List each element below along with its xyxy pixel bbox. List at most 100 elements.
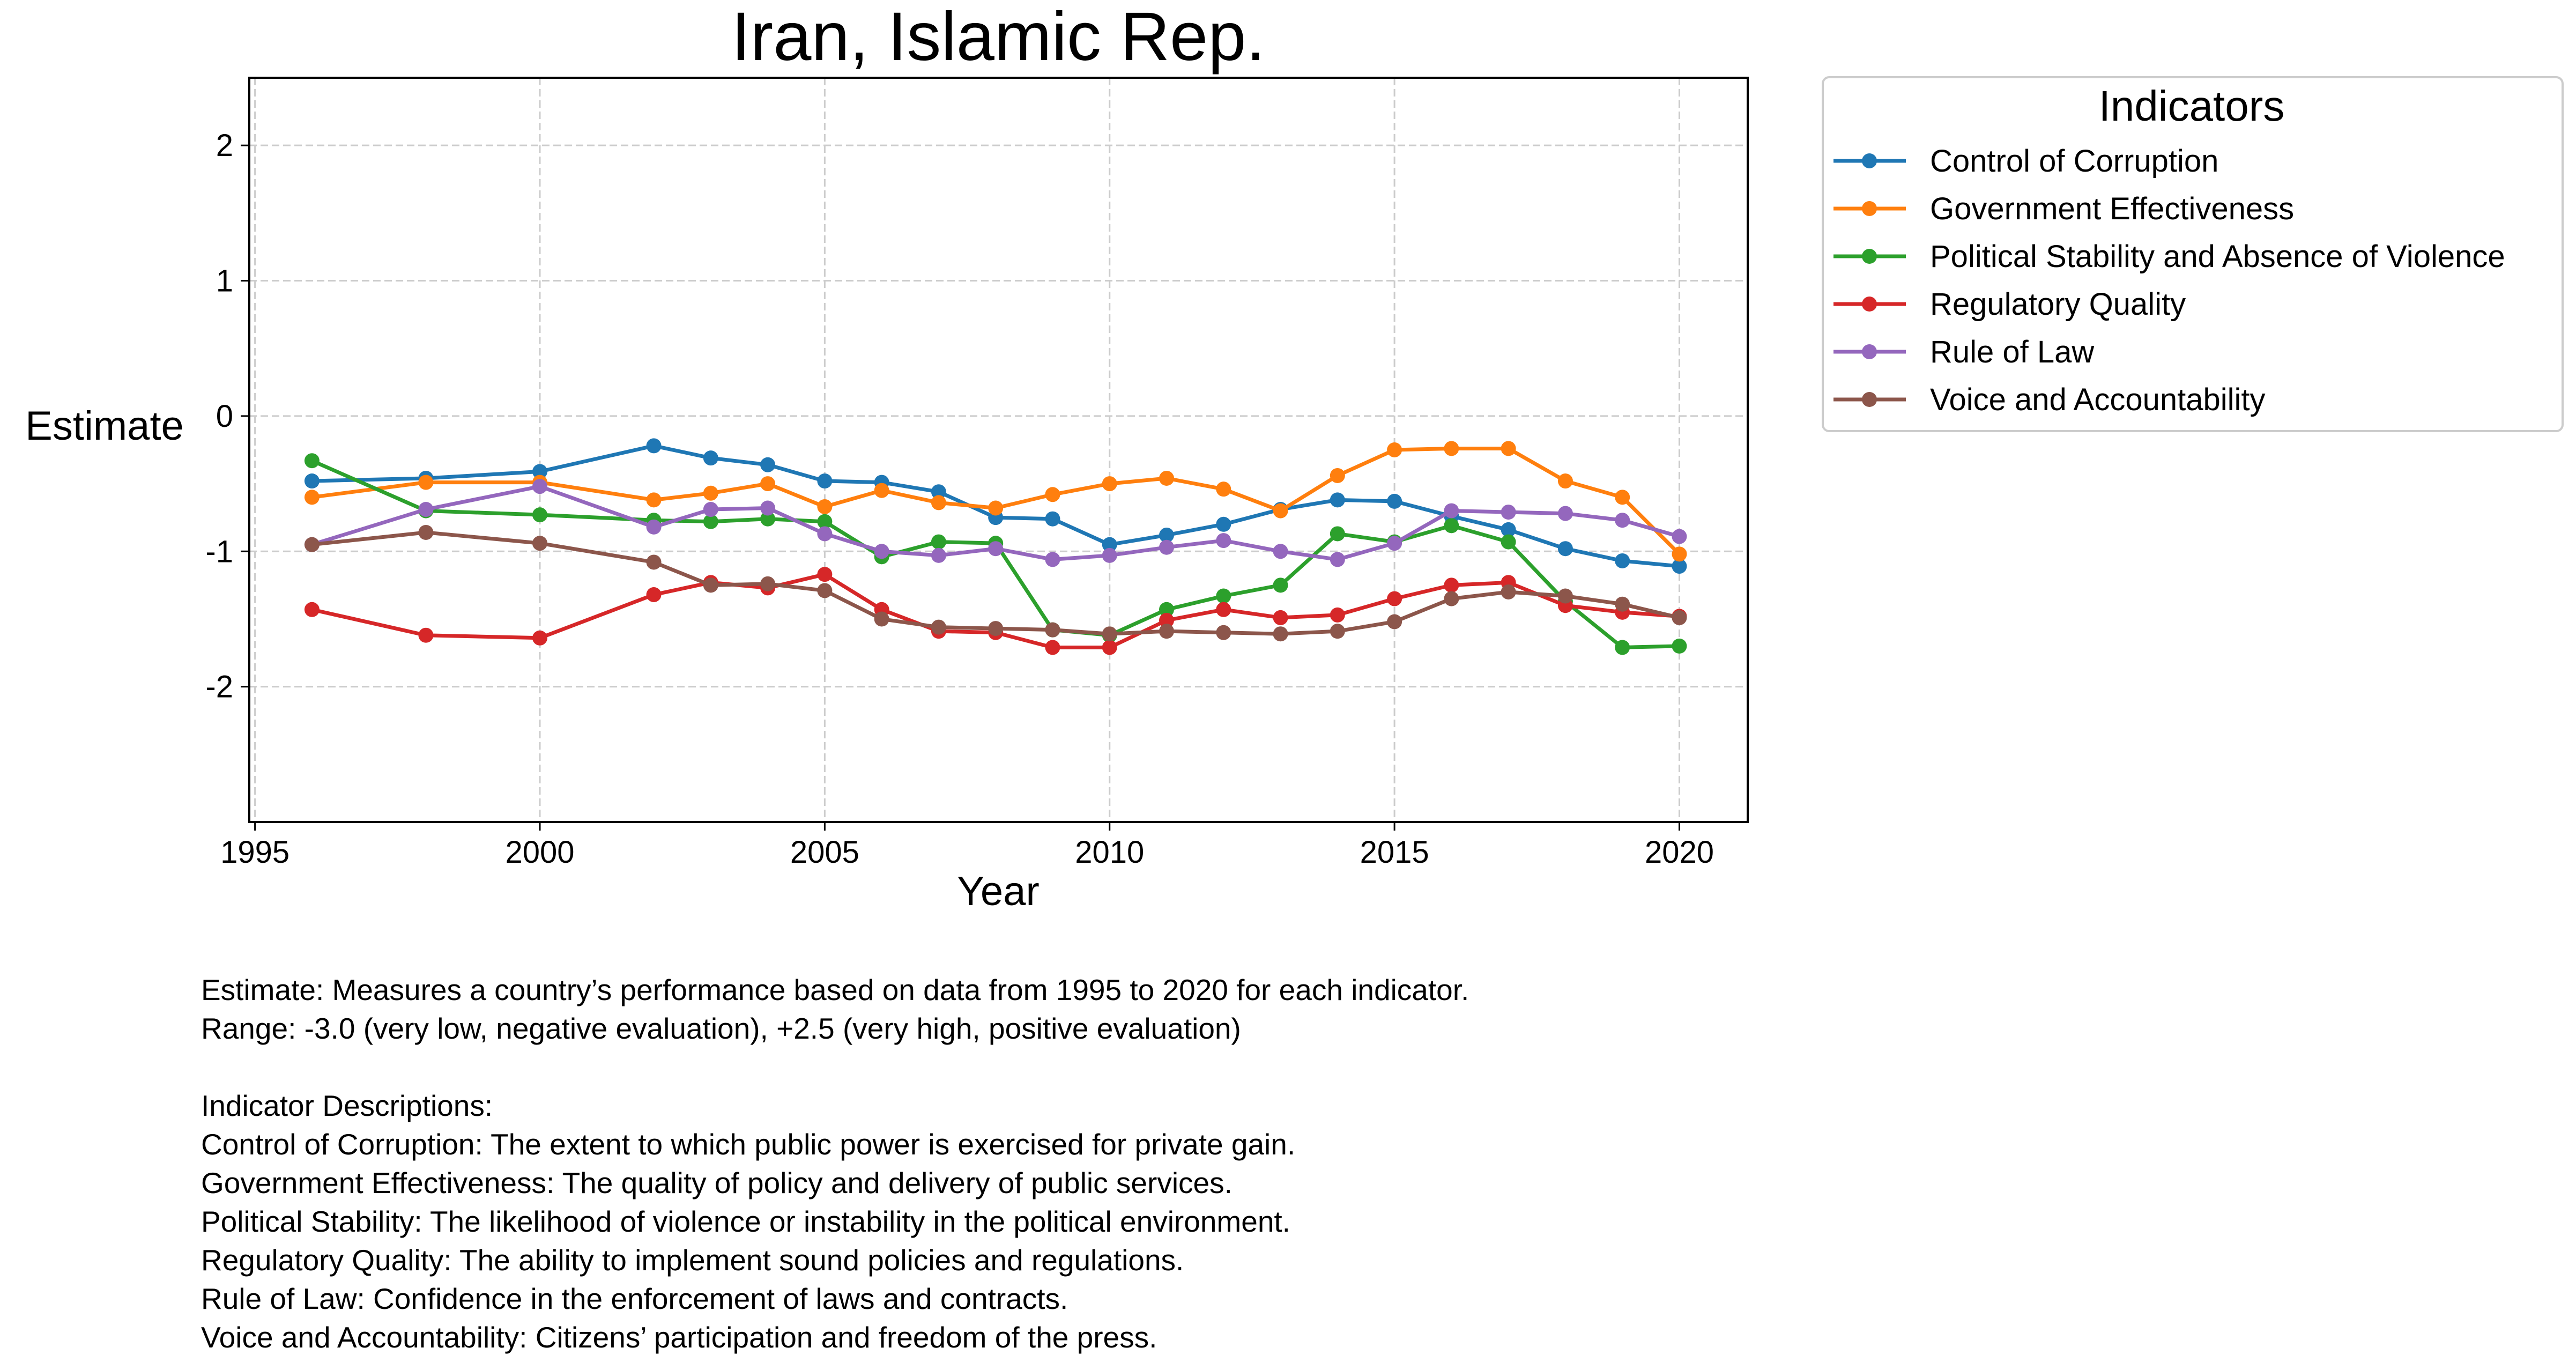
data-point	[646, 492, 662, 508]
data-point	[1444, 518, 1459, 534]
series-line-5	[310, 530, 1681, 636]
chart-title: Iran, Islamic Rep.	[731, 0, 1265, 75]
data-point	[1216, 516, 1231, 532]
data-point	[1615, 513, 1630, 528]
data-point	[646, 554, 662, 570]
data-point	[1330, 526, 1345, 542]
x-tick-label: 2005	[790, 835, 859, 870]
data-point	[1672, 638, 1687, 654]
plot-frame	[248, 77, 1749, 823]
y-tick-label: 2	[216, 128, 233, 163]
data-point	[1501, 522, 1516, 537]
data-point	[1273, 610, 1288, 625]
data-point	[703, 502, 718, 517]
legend-label: Regulatory Quality	[1930, 287, 2186, 322]
data-point	[1273, 577, 1288, 593]
data-point	[1615, 553, 1630, 568]
legend-swatch-marker	[1862, 344, 1877, 359]
description-control-of-corruption: Control of Corruption: The extent to whi…	[201, 1128, 1296, 1161]
data-point	[1102, 547, 1117, 563]
description-political-stability: Political Stability: The likelihood of v…	[201, 1205, 1290, 1238]
data-point	[817, 499, 833, 514]
data-point	[817, 567, 833, 582]
data-point	[874, 544, 889, 559]
data-point	[874, 611, 889, 627]
data-point	[418, 502, 434, 517]
y-tick-label: 1	[216, 264, 233, 299]
data-point	[532, 507, 547, 523]
data-point	[304, 453, 320, 469]
data-point	[1387, 493, 1402, 509]
legend-label: Government Effectiveness	[1930, 191, 2294, 226]
data-point	[1159, 470, 1175, 486]
data-point	[646, 587, 662, 603]
series-layer	[304, 438, 1687, 655]
y-axis-label: Estimate	[25, 403, 184, 449]
data-point	[1273, 544, 1288, 559]
data-point	[532, 464, 547, 479]
data-point	[703, 450, 718, 466]
data-point	[817, 514, 833, 529]
data-point	[1615, 596, 1630, 612]
data-point	[304, 473, 320, 489]
data-point	[532, 536, 547, 551]
data-point	[1159, 602, 1175, 617]
legend-swatch-marker	[1862, 392, 1877, 407]
legend-label: Voice and Accountability	[1930, 382, 2266, 417]
data-point	[874, 483, 889, 498]
legend: Indicators Control of Corruption Governme…	[1822, 76, 2564, 432]
data-point	[646, 438, 662, 454]
data-point	[1387, 614, 1402, 630]
description-government-effectiveness: Government Effectiveness: The quality of…	[201, 1166, 1233, 1199]
data-point	[1615, 640, 1630, 655]
data-point	[1045, 622, 1060, 638]
series-line-1	[310, 446, 1681, 556]
description-regulatory-quality: Regulatory Quality: The ability to imple…	[201, 1243, 1184, 1277]
data-point	[988, 541, 1004, 557]
data-point	[1216, 588, 1231, 604]
data-point	[1557, 588, 1573, 604]
data-point	[418, 627, 434, 643]
x-tick-label: 2015	[1360, 835, 1429, 870]
data-point	[703, 514, 718, 529]
data-point	[1159, 612, 1175, 628]
data-point	[931, 495, 946, 510]
legend-frame	[1822, 76, 2564, 432]
data-point	[304, 490, 320, 505]
data-point	[1159, 539, 1175, 555]
data-point	[1216, 602, 1231, 617]
series-line-3	[310, 572, 1681, 649]
legend-label: Political Stability and Absence of Viole…	[1930, 239, 2505, 274]
data-point	[1273, 503, 1288, 519]
range-note: Range: -3.0 (very low, negative evaluati…	[201, 1012, 1241, 1045]
data-point	[1672, 529, 1687, 544]
description-rule-of-law: Rule of Law: Confidence in the enforceme…	[201, 1282, 1068, 1315]
legend-swatch-marker	[1862, 297, 1877, 312]
data-point	[418, 475, 434, 490]
legend-label: Control of Corruption	[1930, 144, 2218, 179]
data-point	[1557, 541, 1573, 557]
data-point	[1444, 503, 1459, 519]
data-point	[1501, 534, 1516, 550]
data-point	[1444, 577, 1459, 593]
descriptions-heading: Indicator Descriptions:	[201, 1089, 493, 1122]
data-point	[1672, 559, 1687, 574]
data-point	[1387, 591, 1402, 606]
data-point	[817, 526, 833, 542]
x-tick-label: 2020	[1645, 835, 1714, 870]
data-point	[703, 485, 718, 501]
data-point	[1045, 552, 1060, 567]
data-point	[1159, 624, 1175, 639]
legend-label: Rule of Law	[1930, 335, 2095, 369]
data-point	[1216, 625, 1231, 640]
data-point	[1387, 442, 1402, 457]
data-point	[1615, 490, 1630, 505]
data-point	[1330, 624, 1345, 639]
data-point	[1557, 506, 1573, 521]
estimate-note: Estimate: Measures a country’s performan…	[201, 973, 1469, 1006]
ticks: 1995 2000 2005 2010 2015 2020 -2 -1 0 1 2	[205, 128, 1714, 870]
data-point	[760, 511, 776, 527]
data-point	[646, 519, 662, 535]
series-line-0	[310, 443, 1681, 568]
legend-swatch-marker	[1862, 249, 1877, 264]
